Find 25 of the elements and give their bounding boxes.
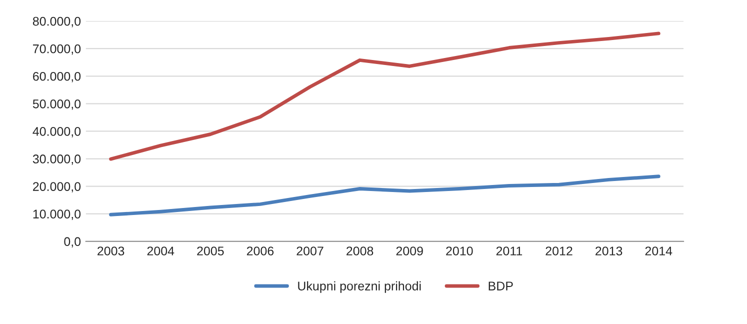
x-tick-label: 2004 [147, 246, 174, 256]
y-tick-label: 20.000,0 [33, 182, 81, 192]
legend-label: Ukupni porezni prihodi [298, 281, 421, 293]
x-tick-label: 2013 [596, 246, 622, 256]
y-tick-label: 80.000,0 [32, 16, 81, 28]
line-series [109, 32, 660, 161]
legend-label: BDP [488, 282, 513, 290]
x-tick-label: 2008 [346, 246, 374, 256]
x-tick-label: 2006 [246, 246, 274, 256]
x-tick-label: 2009 [396, 246, 423, 256]
x-tick-label: 2005 [197, 246, 224, 256]
y-tick-label: 50.000,0 [32, 99, 81, 110]
x-tick-label: 2003 [98, 246, 124, 256]
x-tick-label: 2007 [296, 246, 324, 256]
x-tick-label: 2012 [546, 246, 572, 256]
y-tick-label: 40.000,0 [32, 127, 81, 138]
y-tick-label: 30.000,0 [32, 154, 81, 165]
y-tick-label: 0,0 [64, 237, 81, 248]
y-tick-label: 10.000,0 [33, 210, 81, 220]
x-tick-label: 2011 [496, 246, 522, 256]
y-tick-label: 60.000,0 [33, 72, 81, 82]
x-tick-label: 2014 [645, 246, 672, 256]
line-series [109, 174, 660, 216]
y-tick-label: 70.000,0 [33, 44, 81, 55]
x-tick-label: 2010 [446, 246, 473, 256]
